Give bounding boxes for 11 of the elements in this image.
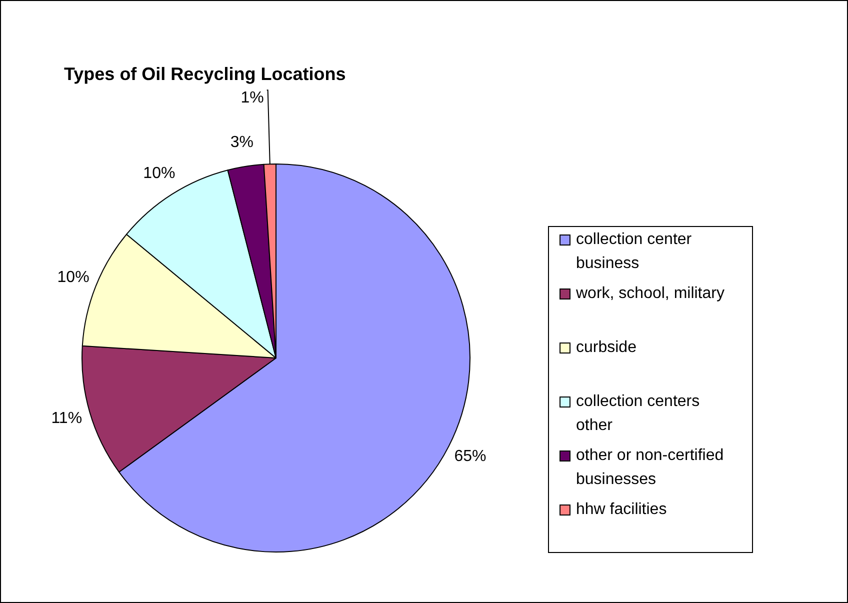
legend-label: collection center business: [576, 231, 692, 272]
data-label: 10%: [57, 268, 90, 286]
data-label: 3%: [230, 134, 254, 151]
data-label: 1%: [240, 89, 264, 106]
legend-label: hhw facilities: [576, 501, 667, 518]
chart-title: Types of Oil Recycling Locations: [64, 64, 346, 84]
data-label: 10%: [143, 165, 176, 182]
data-label: 65%: [454, 448, 486, 466]
legend-label: work, school, military: [575, 285, 724, 302]
data-label: 11%: [51, 410, 82, 428]
legend-label: curbside: [576, 339, 637, 356]
